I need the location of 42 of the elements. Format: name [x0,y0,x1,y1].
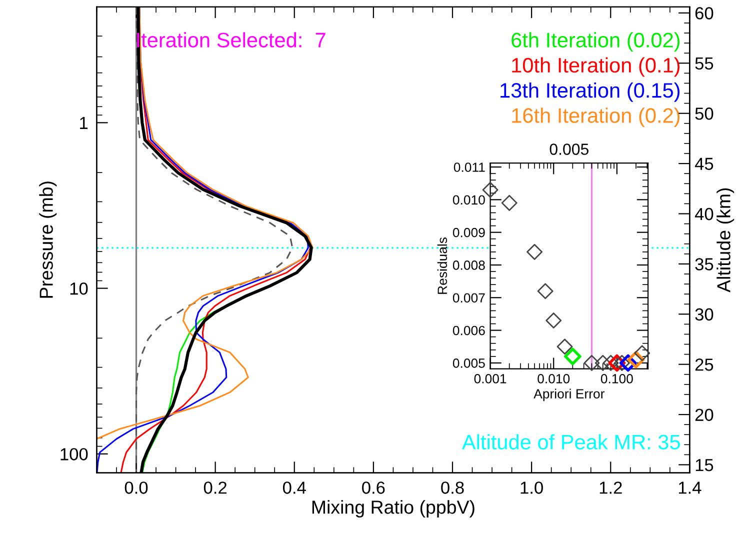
text: 13th Iteration (0.15) [500,82,680,102]
y2-tick-label: 15 [696,459,714,472]
y-axis-title: Residuals [437,237,448,294]
x-axis-title: Apriori Error [534,388,604,402]
text: 16th Iteration (0.2) [512,108,680,128]
text: 10th Iteration (0.1) [512,57,680,77]
x-tick-label: 0.0 [124,482,148,494]
y2-axis-title: Altitude (km) [716,188,734,292]
y-tick-label: 100 [60,448,88,460]
y-axis-title: Pressure (mb) [39,182,57,298]
y-tick-label: 1 [80,117,88,129]
x-axis-title: Mixing Ratio (ppbV) [312,500,474,518]
y-tick-label: 0.011 [454,162,485,172]
y-tick-label: 10 [70,282,88,295]
x-tick-label: 1.4 [678,482,702,494]
y-tick-label: 0.010 [452,195,485,205]
y2-tick-label: 55 [695,58,714,70]
chart-title: 0.005 [550,144,588,155]
x-tick-label: 0.8 [441,482,464,494]
y2-tick-label: 30 [695,308,714,321]
y2-tick-label: 45 [694,158,714,170]
y2-tick-label: 50 [695,108,714,120]
y-tick-label: 0.008 [452,260,485,270]
y-tick-label: 0.006 [452,326,485,336]
y2-tick-label: 25 [695,358,714,371]
x-tick-label: 1.2 [600,482,622,494]
x-tick-label: 0.010 [538,374,570,384]
y-tick-label: 0.009 [452,228,485,238]
x-tick-label: 0.2 [204,482,227,494]
y2-tick-label: 20 [695,408,714,421]
x-tick-label: 0.001 [474,374,506,384]
y2-tick-label: 60 [695,7,714,20]
x-tick-label: 0.4 [282,482,306,494]
y-tick-label: 0.005 [452,358,485,368]
y2-tick-label: 40 [694,208,714,220]
y2-tick-label: 35 [695,258,714,270]
x-tick-label: 0.100 [600,374,633,384]
text: 6th Iteration (0.02) [512,32,680,52]
x-tick-label: 1.0 [520,482,543,494]
annotation: Altitude of Peak MR: 35 [462,434,680,450]
y-tick-label: 0.007 [452,293,485,303]
x-tick-label: 0.6 [362,482,385,494]
